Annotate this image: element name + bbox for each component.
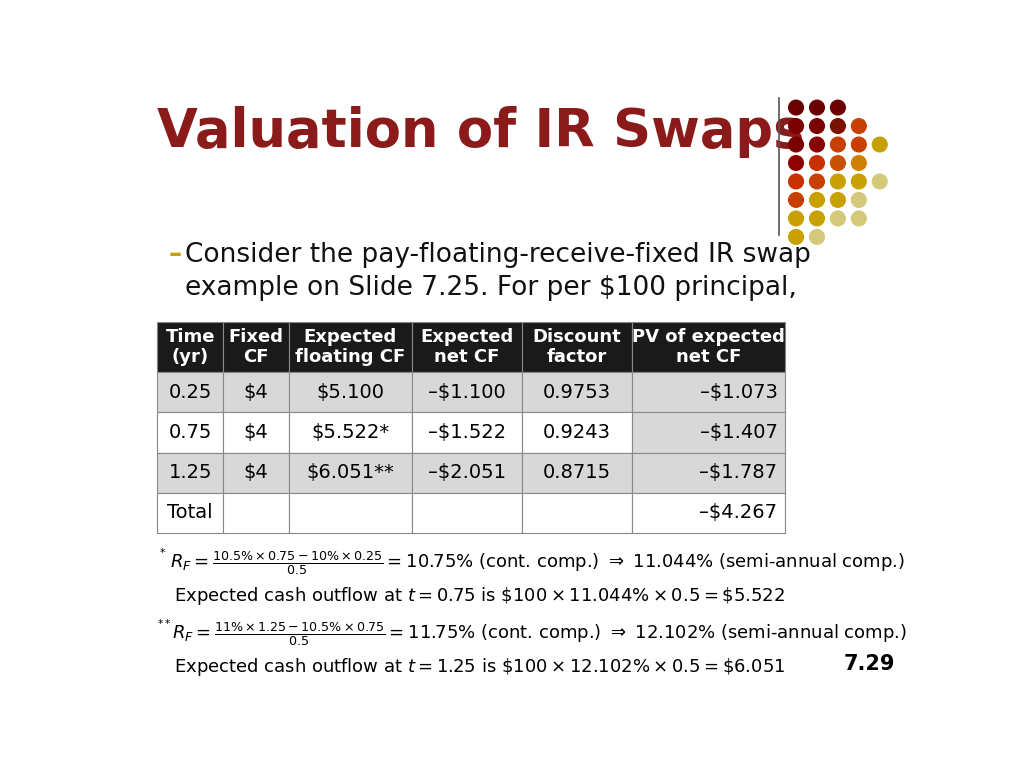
Circle shape <box>852 156 866 170</box>
Circle shape <box>830 137 845 152</box>
Circle shape <box>810 101 824 115</box>
Text: Fixed
CF: Fixed CF <box>228 328 284 366</box>
Bar <box>412 452 522 492</box>
Bar <box>633 372 785 412</box>
Text: –$1.407: –$1.407 <box>699 423 777 442</box>
Circle shape <box>830 174 845 189</box>
Text: $5.522*: $5.522* <box>311 423 389 442</box>
Text: $4: $4 <box>244 463 268 482</box>
Text: $4: $4 <box>244 423 268 442</box>
Text: $6.051**: $6.051** <box>306 463 394 482</box>
Text: –$1.100: –$1.100 <box>428 383 506 402</box>
Bar <box>158 452 223 492</box>
Text: Expected cash outflow at $t = 0.75$ is $\$100 \times 11.044\% \times 0.5 = \$5.5: Expected cash outflow at $t = 0.75$ is $… <box>174 585 785 607</box>
Bar <box>289 412 412 452</box>
Bar <box>158 492 223 532</box>
Circle shape <box>830 211 845 226</box>
Circle shape <box>788 211 804 226</box>
Bar <box>289 452 412 492</box>
Circle shape <box>830 156 845 170</box>
Circle shape <box>788 119 804 134</box>
Circle shape <box>872 137 887 152</box>
Bar <box>522 412 633 452</box>
Circle shape <box>788 193 804 207</box>
Bar <box>522 492 633 532</box>
Text: –$1.522: –$1.522 <box>428 423 506 442</box>
Circle shape <box>830 119 845 134</box>
Text: –$1.073: –$1.073 <box>699 383 777 402</box>
Text: Valuation of IR Swaps: Valuation of IR Swaps <box>158 106 805 158</box>
Text: $4: $4 <box>244 383 268 402</box>
Circle shape <box>830 101 845 115</box>
Text: PV of expected
net CF: PV of expected net CF <box>633 328 785 366</box>
Bar <box>223 412 289 452</box>
Text: –$2.051: –$2.051 <box>428 463 506 482</box>
Text: Expected cash outflow at $t = 1.25$ is $\$100 \times 12.102\% \times 0.5 = \$6.0: Expected cash outflow at $t = 1.25$ is $… <box>174 656 785 678</box>
Bar <box>289 372 412 412</box>
Circle shape <box>810 174 824 189</box>
Circle shape <box>830 193 845 207</box>
Text: 0.8715: 0.8715 <box>543 463 611 482</box>
Circle shape <box>788 174 804 189</box>
Bar <box>223 372 289 412</box>
Text: –$4.267: –$4.267 <box>699 503 777 522</box>
Bar <box>158 322 223 372</box>
Circle shape <box>788 137 804 152</box>
Circle shape <box>810 137 824 152</box>
Text: Consider the pay-floating-receive-fixed IR swap
example on Slide 7.25. For per $: Consider the pay-floating-receive-fixed … <box>184 243 810 301</box>
Bar <box>633 452 785 492</box>
Circle shape <box>852 211 866 226</box>
Text: $R_F = \frac{10.5\%\times0.75-10\%\times0.25}{0.5} = 10.75\%$ (cont. comp.) $\Ri: $R_F = \frac{10.5\%\times0.75-10\%\times… <box>170 550 905 578</box>
Text: $^*$: $^*$ <box>158 550 167 564</box>
Bar <box>289 492 412 532</box>
Circle shape <box>788 230 804 244</box>
Circle shape <box>788 101 804 115</box>
Bar <box>633 412 785 452</box>
Bar <box>522 372 633 412</box>
Bar <box>633 322 785 372</box>
Bar <box>412 492 522 532</box>
Bar <box>412 322 522 372</box>
Text: –$1.787: –$1.787 <box>699 463 777 482</box>
Text: Time
(yr): Time (yr) <box>166 328 215 366</box>
Circle shape <box>852 137 866 152</box>
Circle shape <box>852 193 866 207</box>
Circle shape <box>788 156 804 170</box>
Circle shape <box>852 174 866 189</box>
Circle shape <box>810 230 824 244</box>
Text: 0.75: 0.75 <box>169 423 212 442</box>
Bar <box>412 372 522 412</box>
Bar <box>223 322 289 372</box>
Text: $5.100: $5.100 <box>316 383 384 402</box>
Bar <box>158 372 223 412</box>
Circle shape <box>810 119 824 134</box>
Text: 1.25: 1.25 <box>169 463 212 482</box>
Text: 7.29: 7.29 <box>844 654 895 674</box>
Text: –: – <box>168 243 181 268</box>
Text: Discount
factor: Discount factor <box>532 328 622 366</box>
Bar <box>223 492 289 532</box>
Text: $R_F = \frac{11\%\times1.25-10.5\%\times0.75}{0.5} = 11.75\%$ (cont. comp.) $\Ri: $R_F = \frac{11\%\times1.25-10.5\%\times… <box>172 621 907 648</box>
Text: Total: Total <box>168 503 213 522</box>
Bar <box>223 452 289 492</box>
Text: 0.9753: 0.9753 <box>543 383 611 402</box>
Circle shape <box>810 156 824 170</box>
Bar <box>633 492 785 532</box>
Bar <box>158 412 223 452</box>
Circle shape <box>810 193 824 207</box>
Text: 0.25: 0.25 <box>169 383 212 402</box>
Text: $^{**}$: $^{**}$ <box>158 621 172 635</box>
Text: Expected
floating CF: Expected floating CF <box>295 328 406 366</box>
Text: 0.9243: 0.9243 <box>543 423 611 442</box>
Circle shape <box>872 174 887 189</box>
Bar <box>522 452 633 492</box>
Bar <box>412 412 522 452</box>
Bar <box>522 322 633 372</box>
Circle shape <box>810 211 824 226</box>
Text: Expected
net CF: Expected net CF <box>420 328 513 366</box>
Bar <box>289 322 412 372</box>
Circle shape <box>852 119 866 134</box>
